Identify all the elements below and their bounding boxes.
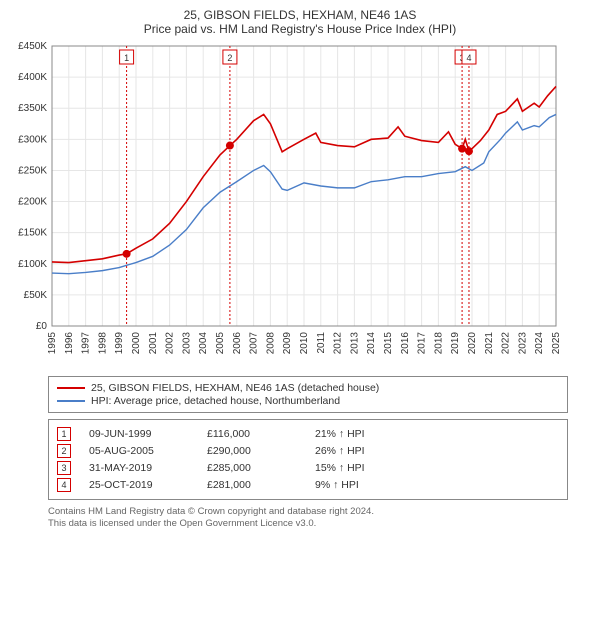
svg-text:2023: 2023 (517, 332, 528, 355)
svg-text:2016: 2016 (400, 332, 411, 355)
svg-text:2020: 2020 (467, 332, 478, 355)
legend-item: HPI: Average price, detached house, Nort… (57, 395, 559, 407)
svg-text:2017: 2017 (417, 332, 428, 355)
transaction-row: 3 31-MAY-2019 £285,000 15% ↑ HPI (57, 461, 559, 475)
svg-text:2003: 2003 (181, 332, 192, 355)
chart-title-block: 25, GIBSON FIELDS, HEXHAM, NE46 1AS Pric… (8, 8, 592, 36)
svg-text:2002: 2002 (165, 332, 176, 355)
svg-text:£0: £0 (36, 321, 48, 332)
transaction-diff: 15% ↑ HPI (315, 462, 425, 474)
footnote-line-2: This data is licensed under the Open Gov… (48, 518, 568, 530)
svg-text:2: 2 (227, 53, 232, 63)
svg-text:2015: 2015 (383, 332, 394, 355)
svg-text:£300K: £300K (18, 134, 47, 145)
svg-text:1997: 1997 (81, 332, 92, 355)
svg-text:1: 1 (124, 53, 129, 63)
transaction-price: £290,000 (207, 445, 297, 457)
svg-text:2018: 2018 (433, 332, 444, 355)
transaction-badge: 4 (57, 478, 71, 492)
transactions-box: 1 09-JUN-1999 £116,000 21% ↑ HPI 2 05-AUG-200… (48, 419, 568, 500)
svg-text:2012: 2012 (333, 332, 344, 355)
svg-text:1995: 1995 (47, 332, 58, 355)
transaction-row: 1 09-JUN-1999 £116,000 21% ↑ HPI (57, 427, 559, 441)
svg-text:2024: 2024 (534, 332, 545, 355)
svg-text:2010: 2010 (299, 332, 310, 355)
svg-text:2013: 2013 (349, 332, 360, 355)
legend-label: HPI: Average price, detached house, Nort… (91, 395, 340, 407)
svg-text:1998: 1998 (97, 332, 108, 355)
transaction-date: 31-MAY-2019 (89, 462, 189, 474)
svg-text:2004: 2004 (198, 332, 209, 355)
svg-text:2000: 2000 (131, 332, 142, 355)
svg-text:2014: 2014 (366, 332, 377, 355)
transaction-date: 05-AUG-2005 (89, 445, 189, 457)
svg-text:£350K: £350K (18, 103, 47, 114)
svg-text:2025: 2025 (551, 332, 562, 355)
transaction-price: £285,000 (207, 462, 297, 474)
svg-text:£150K: £150K (18, 228, 47, 239)
legend-label: 25, GIBSON FIELDS, HEXHAM, NE46 1AS (det… (91, 382, 379, 394)
transaction-diff: 21% ↑ HPI (315, 428, 425, 440)
svg-text:2008: 2008 (265, 332, 276, 355)
transaction-date: 25-OCT-2019 (89, 479, 189, 491)
svg-text:£50K: £50K (24, 290, 48, 301)
svg-text:2006: 2006 (232, 332, 243, 355)
transaction-date: 09-JUN-1999 (89, 428, 189, 440)
price-chart: £0 £50K £100K £150K £200K £250K £300K £350K £400… (8, 40, 592, 370)
svg-text:2007: 2007 (249, 332, 260, 355)
title-line-2: Price paid vs. HM Land Registry's House … (8, 22, 592, 36)
svg-text:£100K: £100K (18, 259, 47, 270)
transaction-badge: 1 (57, 427, 71, 441)
legend-swatch (57, 400, 85, 402)
title-line-1: 25, GIBSON FIELDS, HEXHAM, NE46 1AS (8, 8, 592, 22)
transaction-diff: 9% ↑ HPI (315, 479, 425, 491)
transaction-row: 2 05-AUG-2005 £290,000 26% ↑ HPI (57, 444, 559, 458)
transaction-diff: 26% ↑ HPI (315, 445, 425, 457)
legend-item: 25, GIBSON FIELDS, HEXHAM, NE46 1AS (det… (57, 382, 559, 394)
svg-text:2021: 2021 (484, 332, 495, 355)
svg-text:1999: 1999 (114, 332, 125, 355)
svg-text:£250K: £250K (18, 165, 47, 176)
chart-svg: £0 £50K £100K £150K £200K £250K £300K £350K £400… (8, 40, 568, 370)
transaction-price: £281,000 (207, 479, 297, 491)
svg-text:2011: 2011 (316, 332, 327, 354)
transaction-row: 4 25-OCT-2019 £281,000 9% ↑ HPI (57, 478, 559, 492)
transaction-price: £116,000 (207, 428, 297, 440)
svg-text:£400K: £400K (18, 72, 47, 83)
svg-text:4: 4 (466, 53, 471, 63)
svg-text:£200K: £200K (18, 197, 47, 208)
svg-text:2009: 2009 (282, 332, 293, 355)
svg-text:2001: 2001 (148, 332, 159, 355)
legend-swatch (57, 387, 85, 389)
footnote-line-1: Contains HM Land Registry data © Crown c… (48, 506, 568, 518)
svg-text:2019: 2019 (450, 332, 461, 355)
svg-text:1996: 1996 (64, 332, 75, 355)
svg-text:2005: 2005 (215, 332, 226, 355)
transaction-badge: 2 (57, 444, 71, 458)
footnote: Contains HM Land Registry data © Crown c… (48, 506, 568, 531)
svg-text:2022: 2022 (501, 332, 512, 355)
svg-text:£450K: £450K (18, 41, 47, 52)
legend-box: 25, GIBSON FIELDS, HEXHAM, NE46 1AS (det… (48, 376, 568, 413)
transaction-badge: 3 (57, 461, 71, 475)
